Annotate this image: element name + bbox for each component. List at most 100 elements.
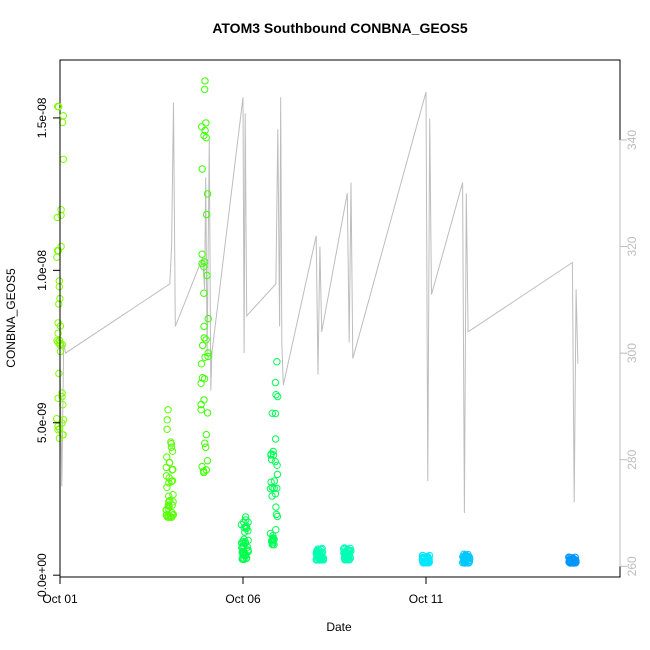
scatter-point [271, 435, 280, 443]
scatter-point [57, 242, 65, 251]
scatter-point [200, 334, 208, 342]
scatter-point [198, 462, 206, 471]
scatter-point [164, 501, 173, 509]
scatter-point [168, 447, 177, 455]
scatter-point [197, 400, 205, 409]
scatter-point [244, 527, 252, 535]
right-series-line [59, 91, 579, 514]
scatter-point [55, 103, 63, 111]
x-axis-label: Date [326, 620, 352, 634]
scatter-point [343, 545, 352, 554]
scatter-point [163, 453, 171, 461]
scatter-point [464, 550, 472, 559]
scatter-point [163, 416, 171, 424]
scatter-point [271, 378, 280, 387]
scatter-point [204, 352, 212, 361]
scatter-point [272, 503, 280, 511]
scatter-point [200, 131, 208, 140]
scatter-point [202, 336, 210, 344]
y-tick-label: 5.0e-09 [35, 402, 49, 443]
scatter-point [202, 443, 210, 451]
scatter-point [202, 134, 210, 142]
x-tick-label: Oct 01 [42, 592, 78, 606]
scatter-point [240, 555, 248, 564]
scatter-point [55, 300, 63, 308]
scatter-point [272, 510, 281, 519]
scatter-point [197, 406, 205, 414]
scatter-point [268, 409, 276, 417]
y-tick-label: 0.0e+00 [35, 553, 49, 597]
scatter-point [271, 409, 280, 418]
scatter-point [59, 112, 68, 120]
x-tick-label: Oct 06 [225, 592, 261, 606]
scatter-point [268, 483, 276, 492]
scatter-point [162, 506, 170, 514]
scatter-point [269, 451, 278, 459]
scatter-point [198, 250, 206, 258]
scatter-point [164, 406, 172, 414]
scatter-point [54, 329, 62, 337]
scatter-point [240, 518, 248, 526]
scatter-point [200, 322, 208, 331]
y2-tick-label: 340 [625, 130, 639, 150]
scatter-point [270, 477, 279, 485]
scatter-point [201, 77, 209, 85]
scatter-point [53, 415, 61, 423]
scatter-point [271, 457, 279, 466]
scatter-point [166, 496, 174, 505]
scatter-point [269, 447, 277, 456]
scatter-point [202, 119, 210, 127]
scatter-point [54, 426, 62, 434]
chart-title: ATOM3 Southbound CONBNA_GEOS5 [212, 20, 468, 36]
scatter-point [198, 259, 206, 268]
scatter-point [461, 556, 469, 564]
scatter-point [273, 470, 282, 479]
x-axis: Oct 01 Oct 06 Oct 11 [42, 576, 444, 606]
scatter-point [57, 206, 65, 214]
scatter-point [163, 425, 171, 433]
scatter-point [273, 461, 281, 469]
scatter-point [200, 289, 208, 297]
scatter-point [571, 559, 580, 567]
scatter-point [239, 542, 248, 550]
y2-tick-label: 260 [625, 556, 639, 576]
scatter-point [241, 551, 249, 559]
scatter-point [425, 558, 433, 566]
scatter-point [239, 537, 247, 546]
y-tick-label: 1.5e-08 [35, 97, 49, 138]
scatter-point [201, 439, 209, 447]
scatter-point [58, 393, 66, 401]
scatter-point [202, 210, 211, 219]
scatter-point [272, 526, 280, 534]
scatter-point [164, 504, 173, 513]
scatter-point [204, 315, 212, 323]
scatter-point [273, 484, 281, 492]
scatter-point [203, 457, 212, 465]
right-axis-series [59, 91, 579, 514]
y2-tick-label: 300 [625, 343, 639, 363]
scatter-point [55, 277, 63, 285]
scatter-point [274, 392, 282, 401]
scatter-point [312, 556, 321, 564]
scatter-point [203, 271, 211, 280]
x-tick-label: Oct 11 [409, 592, 444, 606]
scatter-point [202, 430, 211, 439]
scatter-point [165, 492, 173, 500]
scatter-point [243, 543, 252, 551]
scatter-point [197, 360, 206, 368]
scatter-point [269, 531, 277, 540]
scatter-point [163, 483, 171, 491]
scatter-point [317, 549, 325, 557]
scatter-point [54, 319, 62, 327]
y-axis: 0.0e+00 5.0e-09 1.0e-08 1.5e-08 [35, 97, 61, 597]
scatter-point [55, 434, 64, 442]
scatter-point [270, 535, 278, 543]
scatter-point [55, 369, 63, 378]
scatter-point [165, 479, 173, 487]
scatter-point [199, 341, 207, 350]
scatter-point [167, 443, 176, 451]
scatter-point [242, 523, 250, 531]
scatter-point [198, 374, 207, 382]
scatter-point [203, 409, 212, 417]
scatter-point [566, 559, 575, 567]
